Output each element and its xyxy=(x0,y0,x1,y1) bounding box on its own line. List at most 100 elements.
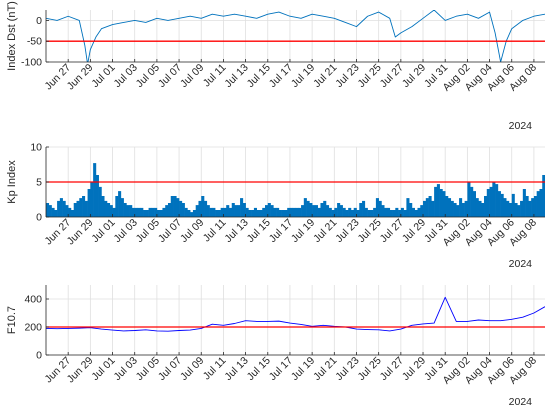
kp-bar xyxy=(373,207,377,217)
kp-bar xyxy=(217,210,221,217)
kp-bar xyxy=(251,210,255,217)
kp-bar xyxy=(525,196,529,217)
kp-bar xyxy=(411,207,416,217)
kp-bar xyxy=(187,210,191,217)
f107-ytick-label: 0 xyxy=(36,350,42,362)
kp-bar xyxy=(109,205,113,217)
kp-bar xyxy=(59,198,63,217)
kp-bar xyxy=(143,210,147,217)
kp-bar xyxy=(500,193,504,217)
kp-bar xyxy=(223,207,227,217)
kp-bar xyxy=(115,196,119,217)
kp-bar xyxy=(414,210,418,217)
kp-bar xyxy=(240,198,244,217)
kp-bar xyxy=(334,207,338,217)
kp-bar xyxy=(367,210,371,217)
kp-bar xyxy=(106,203,111,217)
kp-bar xyxy=(381,205,385,217)
kp-bar xyxy=(120,198,124,217)
kp-bar xyxy=(259,210,263,217)
kp-bar xyxy=(68,207,72,217)
kp-bar xyxy=(204,200,208,217)
kp-bar xyxy=(154,207,158,217)
kp-bar xyxy=(234,205,238,217)
kp-bar xyxy=(270,205,274,217)
kp-bar xyxy=(192,210,196,217)
kp-bar xyxy=(145,210,149,217)
kp-bar xyxy=(181,203,185,217)
kp-bar xyxy=(464,200,468,217)
kp-bar xyxy=(51,207,55,217)
kp-bar xyxy=(95,175,99,217)
dst-plot-area xyxy=(46,10,545,62)
kp-bar xyxy=(539,189,543,217)
kp-bar xyxy=(442,191,446,217)
kp-bar xyxy=(148,207,152,217)
kp-bar xyxy=(503,198,507,217)
kp-bar xyxy=(425,198,429,217)
kp-bar xyxy=(159,210,163,217)
kp-bar xyxy=(531,198,535,217)
kp-bar xyxy=(126,205,130,217)
kp-bar xyxy=(533,196,537,217)
kp-bar xyxy=(134,207,138,217)
kp-bar xyxy=(436,184,440,217)
f107-plot-area xyxy=(46,296,545,332)
kp-bar xyxy=(57,200,61,217)
kp-bar xyxy=(242,203,246,217)
kp-bar xyxy=(423,200,427,217)
kp-bar xyxy=(73,203,77,217)
kp-bar xyxy=(317,207,321,217)
kp-bar xyxy=(420,205,424,217)
kp-bar xyxy=(262,207,266,217)
kp-bar xyxy=(228,207,233,217)
kp-bar xyxy=(70,210,75,217)
kp-bar xyxy=(237,205,241,217)
kp-bar xyxy=(364,207,368,217)
kp-bar xyxy=(345,210,349,217)
kp-plot-area xyxy=(46,163,545,217)
f107-y-axis-title: F10.7 xyxy=(6,306,18,334)
kp-bar xyxy=(472,191,476,217)
kp-bar xyxy=(325,205,330,217)
kp-bar xyxy=(536,191,540,217)
kp-bar xyxy=(375,198,379,217)
kp-bar xyxy=(273,207,277,217)
kp-bar xyxy=(281,210,285,217)
kp-bar xyxy=(508,203,513,217)
kp-bar xyxy=(295,207,299,217)
kp-bar xyxy=(395,207,399,217)
kp-bar xyxy=(378,200,382,217)
kp-bar xyxy=(511,193,515,217)
kp-bar xyxy=(156,210,160,217)
kp-bar xyxy=(337,203,341,217)
kp-bar xyxy=(62,200,66,217)
kp-bar xyxy=(362,200,366,217)
kp-bar xyxy=(162,207,166,217)
kp-bar xyxy=(104,200,108,217)
kp-bar xyxy=(212,207,216,217)
kp-bar xyxy=(447,198,452,217)
kp-bar xyxy=(459,198,463,217)
kp-bar xyxy=(331,210,335,217)
kp-bar xyxy=(522,189,526,217)
kp-bar xyxy=(486,189,490,217)
kp-bar xyxy=(287,207,291,217)
kp-bar xyxy=(386,207,391,217)
f107-ytick-label: 200 xyxy=(24,322,42,334)
kp-bar xyxy=(226,205,230,217)
dst-ytick-label: 0 xyxy=(36,15,42,27)
kp-bar xyxy=(370,210,374,217)
kp-ytick-label: 0 xyxy=(36,212,42,224)
kp-bar xyxy=(478,200,482,217)
kp-bar xyxy=(481,203,485,217)
dst-series-line xyxy=(46,10,545,62)
kp-bar xyxy=(301,205,305,217)
kp-bar xyxy=(137,207,141,217)
kp-bar xyxy=(82,196,86,217)
kp-bar xyxy=(129,205,133,217)
kp-bar xyxy=(248,210,252,217)
kp-bar xyxy=(314,205,318,217)
kp-bar xyxy=(173,196,177,217)
